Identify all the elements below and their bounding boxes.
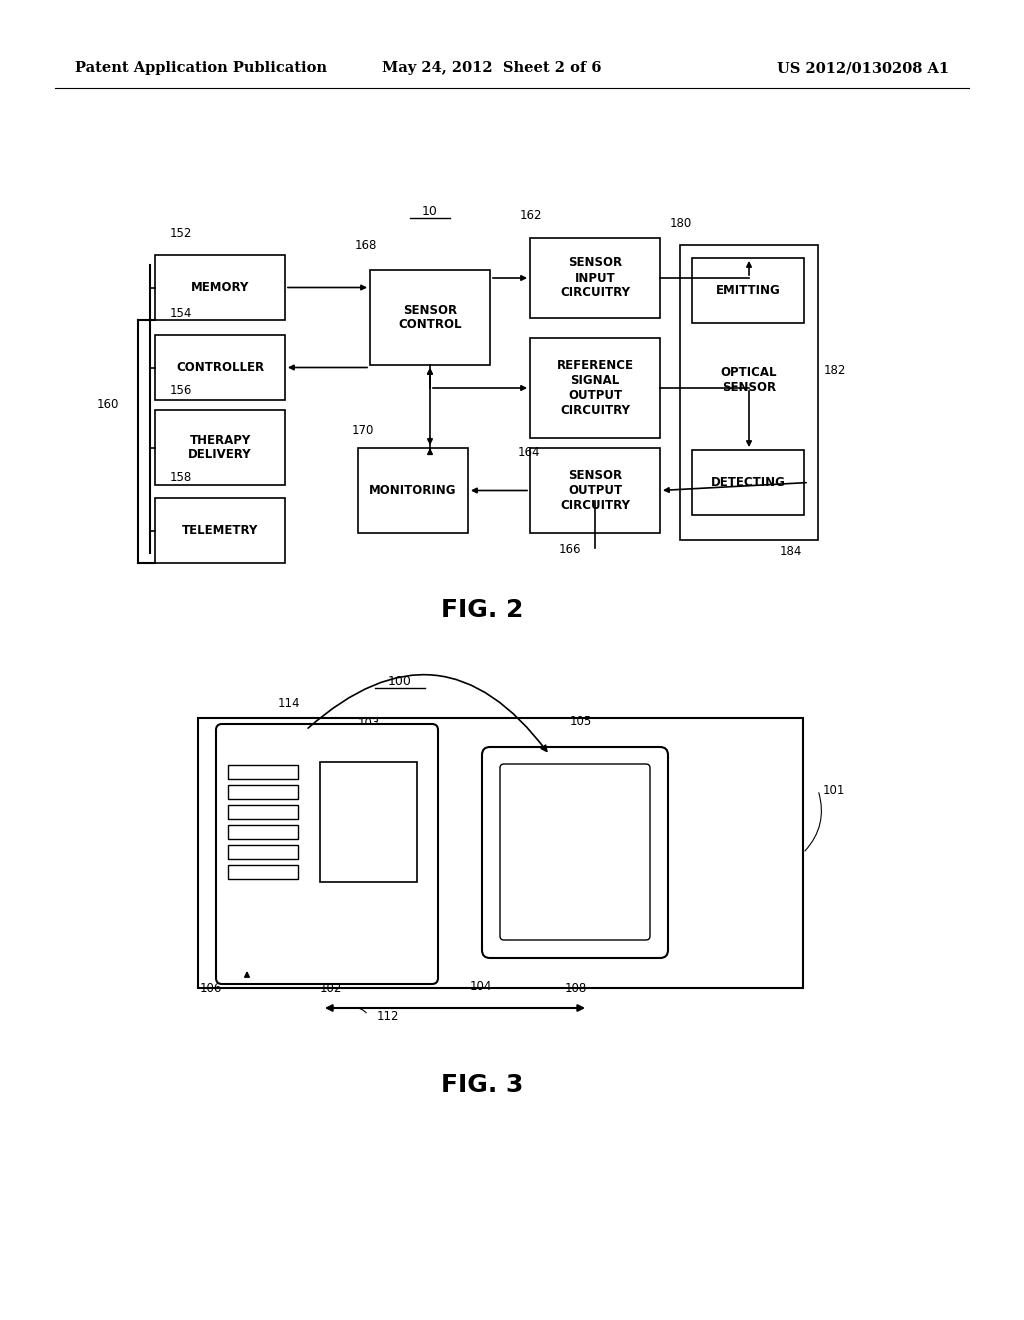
Bar (155, 255, 285, 319)
Bar (692, 257, 804, 323)
FancyArrowPatch shape (308, 675, 547, 751)
Text: 101: 101 (823, 784, 846, 796)
Text: EMITTING: EMITTING (716, 284, 780, 297)
Text: 168: 168 (355, 239, 378, 252)
Text: 105: 105 (570, 715, 592, 729)
Bar (370, 271, 490, 366)
Text: TELEMETRY: TELEMETRY (182, 524, 258, 537)
Text: MONITORING: MONITORING (370, 484, 457, 498)
Text: 154: 154 (170, 308, 193, 319)
Text: 110: 110 (376, 874, 398, 887)
Bar (228, 865, 298, 879)
Bar (228, 785, 298, 799)
Text: 106: 106 (200, 982, 222, 995)
Text: 104: 104 (470, 979, 493, 993)
Bar (155, 498, 285, 564)
FancyBboxPatch shape (482, 747, 668, 958)
Text: CONTROLLER: CONTROLLER (176, 360, 264, 374)
Text: OPTICAL
SENSOR: OPTICAL SENSOR (721, 366, 777, 393)
Bar (155, 411, 285, 484)
Text: SENSOR
INPUT
CIRCUITRY: SENSOR INPUT CIRCUITRY (560, 256, 630, 300)
Text: 184: 184 (780, 545, 803, 558)
Text: 114: 114 (278, 697, 300, 710)
Text: 180: 180 (670, 216, 692, 230)
Bar (228, 805, 298, 818)
Bar (692, 450, 804, 515)
Bar (358, 447, 468, 533)
Text: FIG. 3: FIG. 3 (440, 1073, 523, 1097)
Text: FIG. 2: FIG. 2 (440, 598, 523, 622)
Bar (155, 335, 285, 400)
Text: 108: 108 (565, 982, 587, 995)
Bar (228, 845, 298, 859)
Text: 112: 112 (377, 1010, 399, 1023)
Bar (319, 762, 417, 882)
Bar (228, 766, 298, 779)
Text: 162: 162 (520, 209, 543, 222)
Text: DETECTING: DETECTING (711, 477, 785, 488)
Text: 182: 182 (824, 363, 847, 376)
Bar (530, 238, 660, 318)
Text: 166: 166 (559, 543, 582, 556)
Text: 164: 164 (518, 446, 541, 459)
Text: 152: 152 (170, 227, 193, 240)
Text: 170: 170 (352, 424, 375, 437)
Text: SENSOR
OUTPUT
CIRCUITRY: SENSOR OUTPUT CIRCUITRY (560, 469, 630, 512)
Text: 100: 100 (388, 675, 412, 688)
Text: 158: 158 (170, 471, 193, 484)
Bar (530, 338, 660, 438)
Text: 10: 10 (422, 205, 438, 218)
Text: THERAPY
DELIVERY: THERAPY DELIVERY (188, 433, 252, 462)
Text: SENSOR
CONTROL: SENSOR CONTROL (398, 304, 462, 331)
Text: Patent Application Publication: Patent Application Publication (75, 61, 327, 75)
Text: US 2012/0130208 A1: US 2012/0130208 A1 (777, 61, 949, 75)
Text: MEMORY: MEMORY (190, 281, 249, 294)
FancyBboxPatch shape (216, 723, 438, 983)
FancyBboxPatch shape (500, 764, 650, 940)
Text: REFERENCE
SIGNAL
OUTPUT
CIRCUITRY: REFERENCE SIGNAL OUTPUT CIRCUITRY (556, 359, 634, 417)
Text: 156: 156 (170, 384, 193, 397)
Bar (530, 447, 660, 533)
Text: 103: 103 (358, 717, 380, 730)
Bar (198, 718, 803, 987)
Text: May 24, 2012  Sheet 2 of 6: May 24, 2012 Sheet 2 of 6 (382, 61, 602, 75)
Bar (680, 246, 818, 540)
Text: 160: 160 (97, 399, 119, 412)
Bar (228, 825, 298, 838)
Text: 102: 102 (319, 982, 342, 995)
